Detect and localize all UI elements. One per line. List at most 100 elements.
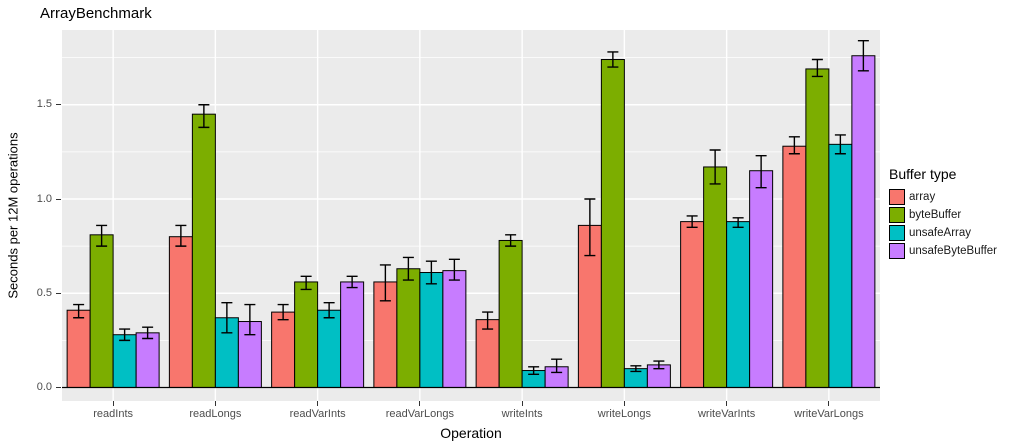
error-bar-writeLongs-unsafeByteBuffer (653, 360, 665, 370)
legend-label-array: array (909, 191, 936, 203)
error-bar-readVarInts-unsafeArray (323, 301, 335, 319)
error-bar-writeVarLongs-array (788, 136, 800, 155)
legend-swatch-unsafeArray (889, 225, 905, 241)
legend-label-unsafeByteBuffer: unsafeByteBuffer (909, 245, 998, 257)
error-bar-writeVarLongs-byteBuffer (811, 58, 823, 78)
legend-item-array: array (889, 188, 1024, 206)
x-tick-label-readInts: readInts (93, 408, 133, 420)
bar-readLongs-byteBuffer (191, 113, 216, 389)
legend-title: Buffer type (889, 166, 957, 182)
y-tick-mark-1.5 (56, 104, 61, 106)
chart-title: ArrayBenchmark (40, 5, 152, 22)
bar-writeVarLongs-byteBuffer (805, 68, 830, 389)
x-tick-mark-readLongs (214, 401, 216, 406)
error-bar-readInts-byteBuffer (96, 224, 108, 247)
bar-readVarLongs-unsafeByteBuffer (442, 270, 467, 389)
bar-readVarInts-unsafeArray (317, 309, 342, 388)
legend-label-unsafeArray: unsafeArray (909, 227, 972, 239)
error-bar-readLongs-unsafeArray (221, 301, 233, 334)
error-bar-readVarInts-unsafeByteBuffer (346, 275, 358, 289)
bar-writeLongs-byteBuffer (600, 59, 625, 388)
error-bar-writeVarLongs-unsafeByteBuffer (857, 39, 869, 72)
x-tick-label-readVarLongs: readVarLongs (385, 408, 455, 420)
x-tick-mark-writeVarLongs (828, 401, 830, 406)
x-tick-label-readLongs: readLongs (189, 408, 242, 420)
legend-item-unsafeByteBuffer: unsafeByteBuffer (889, 242, 1024, 260)
legend-label-byteBuffer: byteBuffer (909, 209, 962, 221)
error-bar-readVarLongs-byteBuffer (402, 256, 414, 281)
bar-readInts-unsafeArray (112, 334, 137, 388)
plot-svg (62, 30, 880, 401)
error-bar-writeVarInts-unsafeArray (732, 217, 744, 228)
x-tick-mark-writeInts (521, 401, 523, 406)
x-tick-mark-readInts (112, 401, 114, 406)
error-bar-writeInts-unsafeByteBuffer (551, 358, 563, 374)
error-bar-writeLongs-array (584, 198, 596, 257)
y-tick-label-0.5: 0.5 (36, 286, 52, 299)
error-bar-readVarLongs-unsafeByteBuffer (448, 258, 460, 281)
bar-readInts-array (66, 309, 91, 388)
x-tick-mark-writeLongs (623, 401, 625, 406)
legend-swatch-array (889, 189, 905, 205)
bar-writeVarInts-unsafeByteBuffer (749, 170, 774, 388)
bar-readLongs-array (168, 236, 193, 388)
error-bar-readVarInts-byteBuffer (300, 275, 312, 291)
bar-writeVarInts-unsafeArray (726, 221, 751, 388)
legend-swatch-unsafeByteBuffer (889, 243, 905, 259)
x-tick-mark-readVarInts (317, 401, 319, 406)
y-tick-mark-0.0 (56, 387, 61, 388)
y-tick-label-0.0: 0.0 (36, 381, 52, 393)
bar-readInts-unsafeByteBuffer (135, 332, 160, 388)
legend-item-unsafeArray: unsafeArray (889, 224, 1024, 242)
error-bar-writeVarInts-unsafeByteBuffer (755, 154, 767, 189)
x-tick-label-writeVarLongs: writeVarLongs (794, 408, 864, 420)
y-tick-label-1.5: 1.5 (36, 98, 52, 111)
y-tick-label-1.0: 1.0 (36, 192, 52, 205)
bar-writeVarLongs-unsafeArray (828, 143, 853, 388)
error-bar-readVarLongs-unsafeArray (425, 260, 437, 285)
error-bar-writeInts-unsafeArray (528, 366, 540, 376)
error-bar-readVarLongs-array (379, 264, 391, 302)
error-bar-readVarInts-array (277, 303, 289, 321)
legend-swatch-byteBuffer (889, 207, 905, 223)
error-bar-writeInts-array (482, 311, 494, 330)
y-tick-mark-1.0 (56, 198, 61, 200)
error-bar-writeVarInts-array (686, 215, 698, 228)
error-bar-writeLongs-unsafeArray (630, 365, 642, 373)
bar-writeInts-array (475, 319, 500, 389)
bar-writeVarLongs-array (782, 145, 807, 388)
plot-panel (62, 30, 880, 401)
x-tick-label-writeLongs: writeLongs (597, 408, 651, 420)
bar-readVarInts-unsafeByteBuffer (340, 281, 365, 388)
legend-items: array byteBuffer unsafeArray unsafeByteBuff… (889, 188, 1024, 260)
x-tick-label-writeInts: writeInts (501, 408, 543, 420)
y-tick-mark-0.5 (56, 292, 61, 294)
x-tick-label-writeVarInts: writeVarInts (697, 408, 756, 420)
error-bar-readInts-unsafeByteBuffer (142, 326, 154, 340)
error-bar-writeVarInts-byteBuffer (709, 149, 721, 185)
error-bar-readLongs-unsafeByteBuffer (244, 303, 256, 336)
error-bar-readInts-array (73, 303, 85, 319)
bar-readVarLongs-byteBuffer (396, 268, 421, 388)
bar-writeInts-byteBuffer (498, 239, 523, 388)
error-bar-writeLongs-byteBuffer (607, 51, 619, 68)
x-axis-title: Operation (440, 425, 502, 441)
x-tick-mark-readVarLongs (419, 401, 421, 406)
error-bar-writeInts-byteBuffer (505, 234, 517, 247)
bar-readVarLongs-unsafeArray (419, 272, 444, 388)
error-bar-readLongs-array (175, 224, 187, 247)
bar-writeVarInts-array (680, 221, 705, 388)
bar-readVarInts-byteBuffer (294, 281, 319, 388)
legend: Buffer type array byteBuffer unsafeArray un… (889, 166, 1024, 260)
bar-writeVarLongs-unsafeByteBuffer (851, 55, 876, 389)
error-bar-readLongs-byteBuffer (198, 104, 210, 129)
error-bar-writeVarLongs-unsafeArray (834, 134, 846, 155)
bar-readInts-byteBuffer (89, 234, 114, 388)
bar-writeVarInts-byteBuffer (703, 166, 728, 388)
legend-item-byteBuffer: byteBuffer (889, 206, 1024, 224)
x-tick-label-readVarInts: readVarInts (289, 408, 346, 420)
bar-readVarInts-array (271, 311, 296, 389)
error-bar-readInts-unsafeArray (119, 328, 131, 342)
x-tick-mark-writeVarInts (726, 401, 728, 406)
